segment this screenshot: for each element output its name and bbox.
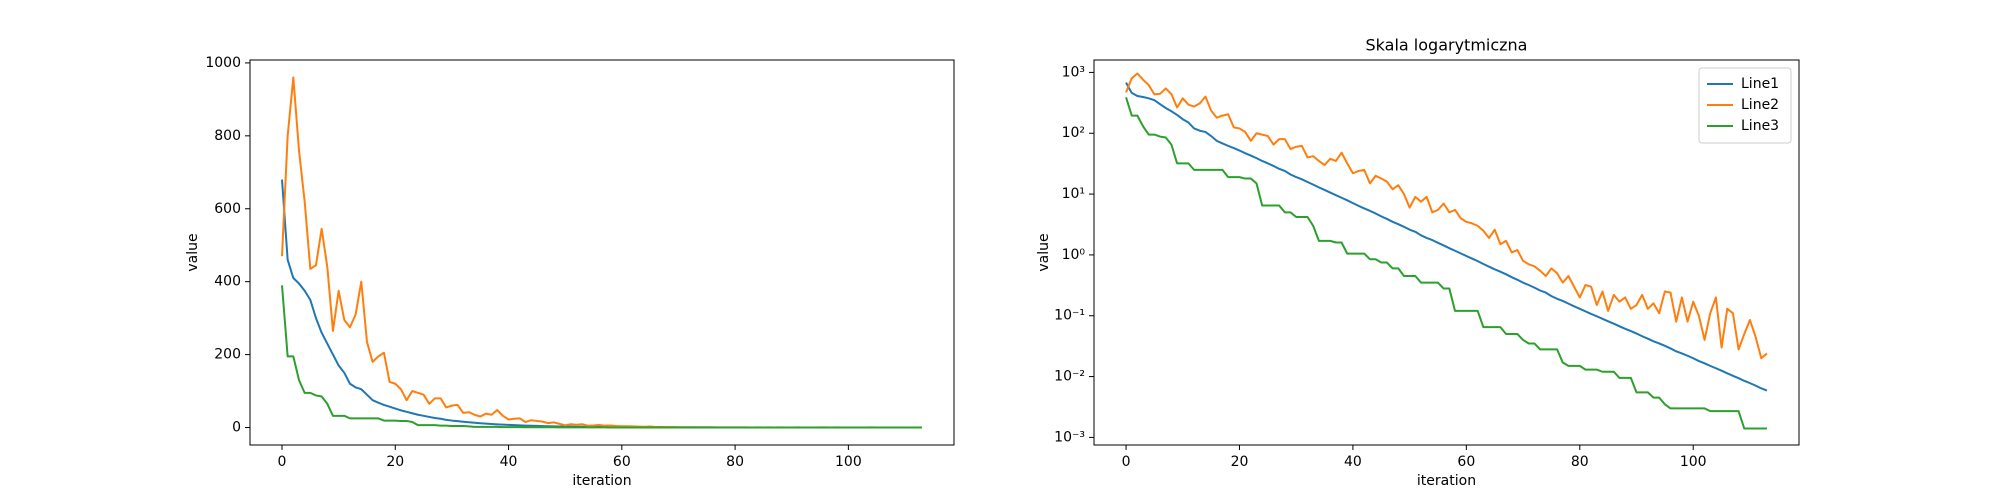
x-tick-label: 100 [1680, 454, 1707, 470]
plot-area [250, 60, 954, 445]
x-tick-label: 100 [835, 454, 862, 470]
y-tick-label: 0 [232, 420, 241, 436]
y-tick-label: 10⁻² [1054, 369, 1085, 385]
chart-title: Skala logarytmiczna [1366, 36, 1528, 55]
x-tick-label: 80 [1571, 454, 1589, 470]
x-tick-label: 20 [1231, 454, 1249, 470]
x-tick-label: 40 [500, 454, 518, 470]
y-tick-label: 400 [214, 274, 241, 290]
y-tick-label: 10⁰ [1062, 247, 1086, 263]
y-tick-label: 10⁻³ [1054, 429, 1085, 445]
legend-label: Line2 [1741, 97, 1779, 113]
x-axis-label: iteration [572, 473, 631, 489]
legend-box [1698, 67, 1792, 144]
y-tick-label: 10³ [1062, 64, 1085, 80]
data-line [1125, 96, 1767, 430]
axes-frame [1093, 59, 1800, 446]
y-tick-label: 1000 [205, 55, 241, 71]
legend-label: Line1 [1741, 76, 1779, 92]
x-tick-label: 60 [613, 454, 631, 470]
x-tick-label: 0 [1122, 454, 1131, 470]
y-tick-label: 600 [214, 201, 241, 217]
x-tick-label: 80 [726, 454, 744, 470]
data-line [281, 285, 922, 429]
y-tick-label: 800 [214, 128, 241, 144]
plot-area [1094, 60, 1799, 445]
y-axis-label: value [1036, 233, 1052, 271]
data-line [1125, 72, 1768, 360]
y-tick-label: 10⁻¹ [1054, 308, 1085, 324]
x-tick-label: 40 [1344, 454, 1362, 470]
y-tick-label: 10² [1062, 125, 1085, 141]
legend-label: Line3 [1741, 118, 1779, 134]
y-tick-label: 10¹ [1062, 186, 1085, 202]
axes-frame [249, 59, 955, 446]
x-tick-label: 0 [278, 454, 287, 470]
data-line [1125, 82, 1768, 392]
x-tick-label: 20 [386, 454, 404, 470]
y-tick-label: 200 [214, 347, 241, 363]
x-tick-label: 60 [1457, 454, 1475, 470]
x-axis-label: iteration [1417, 473, 1476, 489]
y-axis-label: value [185, 233, 201, 271]
